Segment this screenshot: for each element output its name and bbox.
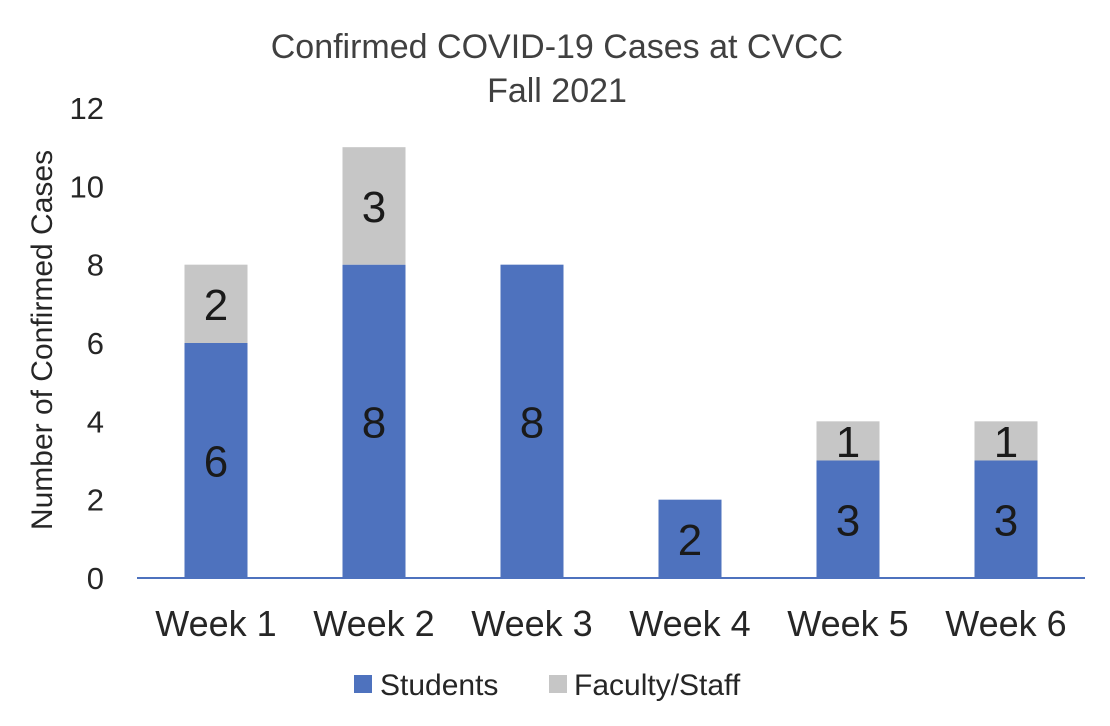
y-axis-ticks: 0 2 4 6 8 10 12 xyxy=(70,91,104,596)
y-tick-label: 12 xyxy=(70,91,104,126)
data-label: 1 xyxy=(836,418,860,467)
y-tick-label: 0 xyxy=(87,561,104,596)
x-tick-label: Week 3 xyxy=(471,603,592,644)
bar-faculty-staff-week-1 xyxy=(184,264,248,343)
bar-faculty-staff-week-5 xyxy=(816,421,880,461)
legend-swatch-faculty-staff xyxy=(549,675,567,693)
data-label: 3 xyxy=(362,183,386,232)
y-tick-label: 10 xyxy=(70,169,104,204)
data-labels: 6 2 8 3 8 2 3 1 3 1 xyxy=(204,183,1018,565)
x-axis-ticks: Week 1 Week 2 Week 3 Week 4 Week 5 Week 6 xyxy=(155,603,1066,644)
bar-students-week-1 xyxy=(184,343,248,578)
legend-swatch-students xyxy=(354,675,372,693)
y-tick-label: 6 xyxy=(87,326,104,361)
bar-students-week-4 xyxy=(658,499,722,578)
bar-students-week-6 xyxy=(974,460,1038,578)
chart-title-line-2: Fall 2021 xyxy=(487,72,627,110)
y-tick-label: 4 xyxy=(87,404,104,439)
bar-students-week-3 xyxy=(500,264,564,578)
bar-faculty-staff-week-2 xyxy=(342,147,406,265)
y-axis-label: Number of Confirmed Cases xyxy=(26,150,59,530)
legend-label: Faculty/Staff xyxy=(574,669,741,702)
data-label: 3 xyxy=(994,496,1018,545)
data-label: 6 xyxy=(204,438,228,487)
data-label: 8 xyxy=(520,398,544,447)
bar-students-week-2 xyxy=(342,264,406,578)
legend-label: Students xyxy=(380,669,498,702)
legend: Students Faculty/Staff xyxy=(354,669,741,702)
x-tick-label: Week 5 xyxy=(787,603,908,644)
data-label: 8 xyxy=(362,398,386,447)
x-tick-label: Week 4 xyxy=(629,603,750,644)
data-label: 3 xyxy=(836,496,860,545)
bar-faculty-staff-week-6 xyxy=(974,421,1038,461)
data-label: 1 xyxy=(994,418,1018,467)
chart-title: Confirmed COVID-19 Cases at CVCC Fall 20… xyxy=(271,28,844,110)
data-label: 2 xyxy=(678,516,702,565)
data-label: 2 xyxy=(204,281,228,330)
y-tick-label: 2 xyxy=(87,483,104,518)
x-tick-label: Week 2 xyxy=(313,603,434,644)
x-tick-label: Week 6 xyxy=(945,603,1066,644)
x-tick-label: Week 1 xyxy=(155,603,276,644)
y-tick-label: 8 xyxy=(87,248,104,283)
bars xyxy=(184,147,1038,578)
bar-students-week-5 xyxy=(816,460,880,578)
chart-title-line-1: Confirmed COVID-19 Cases at CVCC xyxy=(271,28,844,66)
